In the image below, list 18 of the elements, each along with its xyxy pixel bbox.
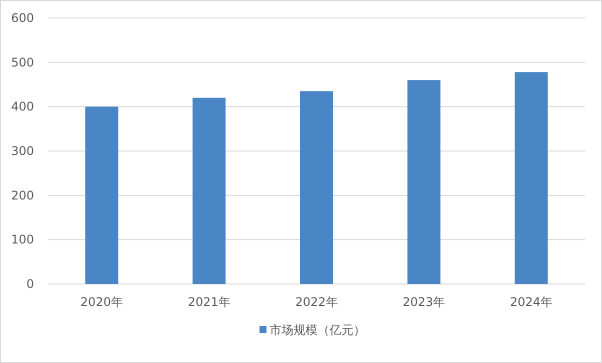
bar	[85, 106, 118, 284]
x-tick-label: 2021年	[188, 295, 230, 309]
bar	[514, 72, 548, 284]
x-tick-label: 2022年	[295, 295, 338, 309]
x-tick-label: 2023年	[402, 295, 446, 309]
bar	[192, 98, 226, 284]
bar	[407, 80, 440, 284]
y-tick-label: 200	[11, 188, 34, 202]
x-tick-label: 2024年	[510, 295, 553, 309]
y-tick-label: 400	[11, 100, 34, 114]
y-tick-label: 100	[11, 232, 34, 247]
y-tick-label: 600	[11, 11, 34, 25]
x-tick-label: 2020年	[80, 295, 123, 309]
y-tick-label: 0	[26, 277, 34, 291]
y-tick-label: 500	[11, 55, 34, 70]
legend: 市场规模（亿元）	[260, 323, 366, 337]
y-tick-label: 300	[11, 144, 34, 158]
bar	[300, 91, 333, 284]
